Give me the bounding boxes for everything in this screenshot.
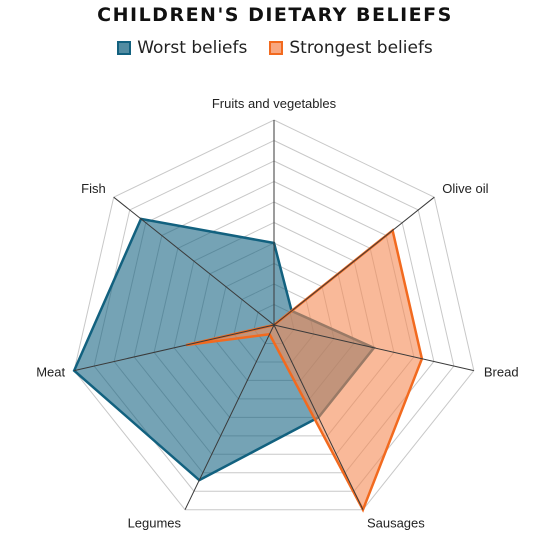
spoke-5 [74,324,275,372]
axis-label-sausages: Sausages [367,516,425,531]
chart-title: CHILDREN'S DIETARY BELIEFS [97,4,453,26]
spoke-1 [273,196,435,326]
spoke-2 [273,324,474,372]
legend-item-worst-beliefs: Worst beliefs [117,38,247,58]
spoke-6 [113,196,275,326]
legend-swatch-strongest-beliefs [269,41,284,55]
legend-label-worst-beliefs: Worst beliefs [137,38,248,58]
grid-ring-10 [73,119,475,511]
radar-axis-labels: Fruits and vegetables Olive oil Bread Sausa… [36,96,518,531]
axis-label-legumes: Legumes [128,516,182,531]
legend: Worst beliefs Strongest beliefs [0,38,550,58]
spoke-4 [184,324,275,510]
axis-label-meat: Meat [36,365,65,380]
legend-item-strongest-beliefs: Strongest beliefs [269,38,433,58]
legend-swatch-worst-beliefs [117,41,132,55]
legend-label-strongest-beliefs: Strongest beliefs [289,38,433,58]
radar-series-group [72,217,424,513]
grid-ring-9 [93,139,455,492]
spoke-3 [273,324,364,510]
axis-label-bread: Bread [484,365,519,380]
axis-label-fruits-and-vegetables: Fruits and vegetables [212,96,337,111]
axis-label-fish: Fish [81,181,106,196]
axis-label-olive-oil: Olive oil [442,181,488,196]
radar-spokes [74,120,474,510]
